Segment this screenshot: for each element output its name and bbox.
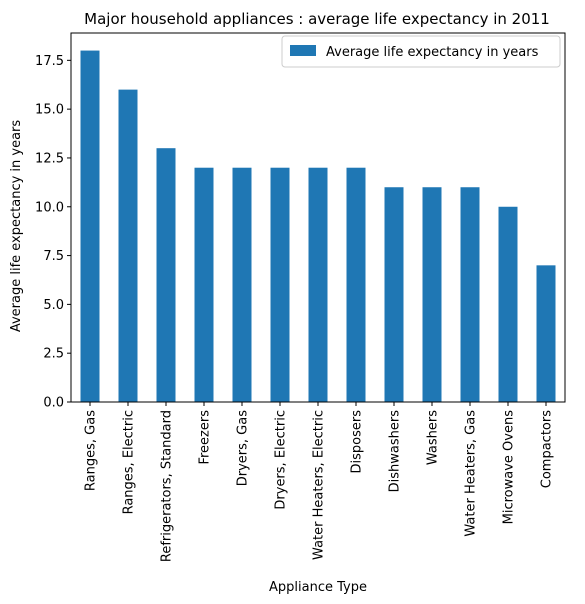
bar xyxy=(308,167,328,402)
bar xyxy=(270,167,290,402)
y-tick-label: 10.0 xyxy=(35,200,64,215)
legend: Average life expectancy in years xyxy=(281,35,561,68)
bar xyxy=(498,206,518,402)
x-tick-label: Disposers xyxy=(350,410,365,474)
x-tick-label: Dryers, Gas xyxy=(236,410,251,486)
x-axis-title: Appliance Type xyxy=(269,580,367,595)
x-tick-label: Water Heaters, Gas xyxy=(464,410,479,537)
y-tick-label: 15.0 xyxy=(35,103,64,118)
y-tick-label: 7.5 xyxy=(43,249,64,264)
x-tick-label: Compactors xyxy=(540,410,555,488)
bar xyxy=(384,187,404,402)
y-tick-label: 17.5 xyxy=(35,54,64,69)
y-axis-title: Average life expectancy in years xyxy=(9,120,24,333)
y-tick-label: 0.0 xyxy=(43,396,64,411)
x-tick-label: Dishwashers xyxy=(388,410,403,493)
x-tick-label: Refrigerators, Standard xyxy=(160,410,175,562)
bars-group xyxy=(80,50,556,402)
bar xyxy=(156,148,176,402)
x-tick-label: Water Heaters, Electric xyxy=(312,410,327,560)
x-tick-label: Ranges, Gas xyxy=(84,410,99,491)
bar xyxy=(194,167,214,402)
x-axis: Ranges, Gas Ranges, Electric Refrigerators… xyxy=(84,402,555,562)
x-tick-label: Microwave Ovens xyxy=(502,410,517,525)
x-tick-label: Freezers xyxy=(198,410,213,465)
legend-box xyxy=(281,35,561,68)
bar xyxy=(80,50,100,402)
bar xyxy=(346,167,366,402)
y-tick-label: 12.5 xyxy=(35,151,64,166)
bar xyxy=(536,265,556,402)
bar xyxy=(118,89,138,402)
bar xyxy=(460,187,480,402)
bar xyxy=(232,167,252,402)
legend-swatch xyxy=(290,45,316,56)
y-tick-label: 5.0 xyxy=(43,298,64,313)
chart-title: Major household appliances : average lif… xyxy=(84,10,550,28)
legend-label: Average life expectancy in years xyxy=(326,45,539,60)
x-tick-label: Washers xyxy=(426,410,441,465)
x-tick-label: Dryers, Electric xyxy=(274,410,289,510)
y-tick-label: 2.5 xyxy=(43,347,64,362)
y-axis: 0.0 2.5 5.0 7.5 10.0 12.5 15.0 17.5 xyxy=(35,54,71,411)
x-tick-label: Ranges, Electric xyxy=(122,410,137,514)
plot-frame xyxy=(70,32,566,403)
bar xyxy=(422,187,442,402)
